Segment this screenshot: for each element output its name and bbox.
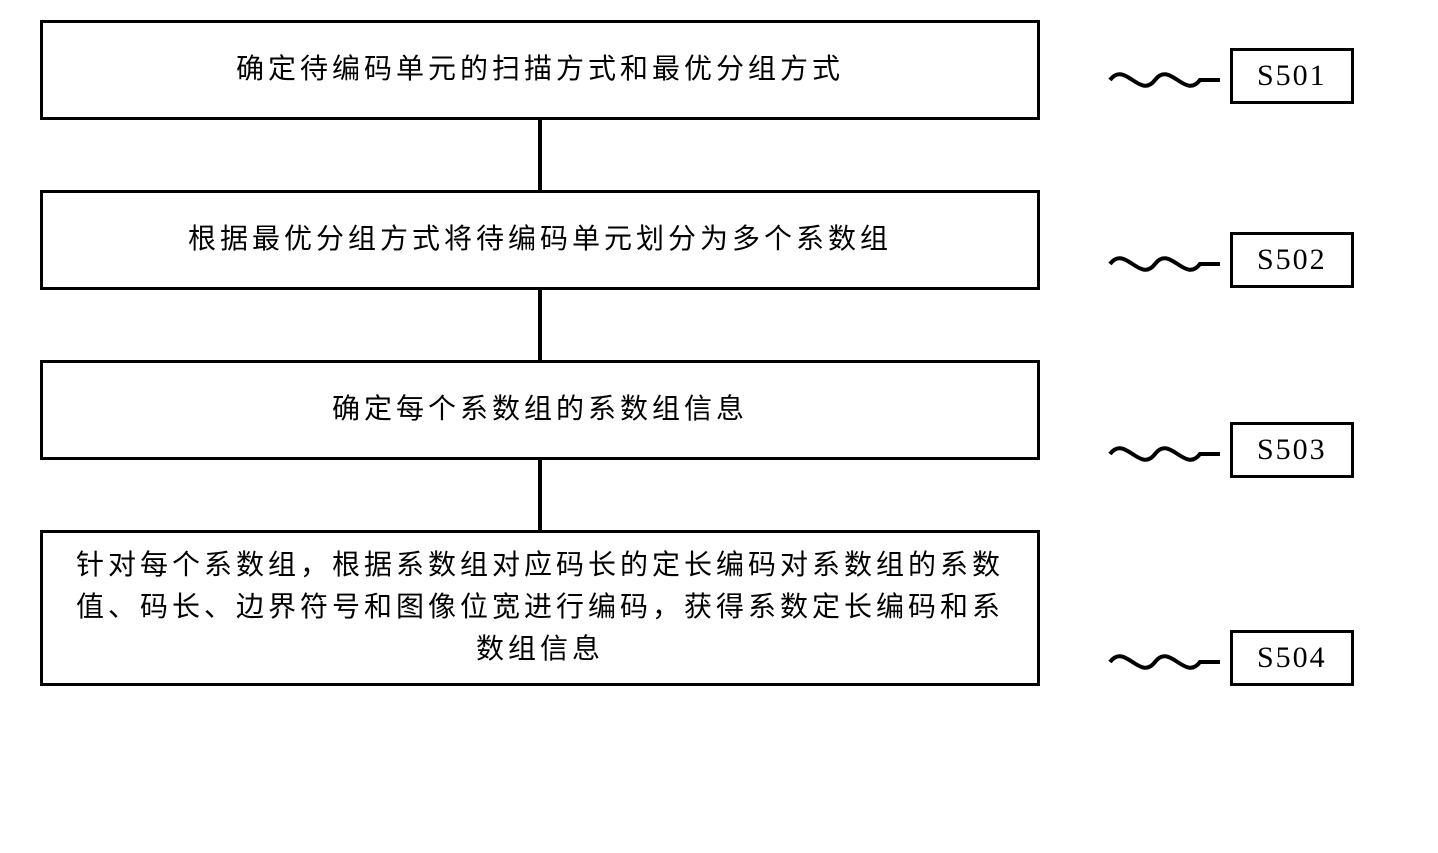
label-text: S504 bbox=[1257, 641, 1327, 674]
step-text: 根据最优分组方式将待编码单元划分为多个系数组 bbox=[188, 219, 892, 261]
step-box-s502: 根据最优分组方式将待编码单元划分为多个系数组 bbox=[40, 190, 1040, 290]
step-label-s501: S501 bbox=[1230, 48, 1354, 104]
step-box-s501: 确定待编码单元的扫描方式和最优分组方式 bbox=[40, 20, 1040, 120]
squiggle-connector-icon bbox=[1105, 239, 1225, 289]
connector-3 bbox=[538, 460, 542, 530]
step-text: 确定待编码单元的扫描方式和最优分组方式 bbox=[236, 49, 844, 91]
squiggle-connector-icon bbox=[1105, 429, 1225, 479]
step-label-s503: S503 bbox=[1230, 422, 1354, 478]
connector-wrap bbox=[40, 290, 1040, 360]
step-label-s502: S502 bbox=[1230, 232, 1354, 288]
connector-wrap bbox=[40, 460, 1040, 530]
step-box-s503: 确定每个系数组的系数组信息 bbox=[40, 360, 1040, 460]
step-label-s504: S504 bbox=[1230, 630, 1354, 686]
step-text: 针对每个系数组，根据系数组对应码长的定长编码对系数组的系数值、码长、边界符号和图… bbox=[63, 545, 1017, 671]
connector-1 bbox=[538, 120, 542, 190]
step-text: 确定每个系数组的系数组信息 bbox=[332, 389, 748, 431]
connector-wrap bbox=[40, 120, 1040, 190]
label-text: S502 bbox=[1257, 243, 1327, 276]
label-text: S501 bbox=[1257, 59, 1327, 92]
step-box-s504: 针对每个系数组，根据系数组对应码长的定长编码对系数组的系数值、码长、边界符号和图… bbox=[40, 530, 1040, 686]
squiggle-connector-icon bbox=[1105, 637, 1225, 687]
label-text: S503 bbox=[1257, 433, 1327, 466]
flowchart-container: 确定待编码单元的扫描方式和最优分组方式 根据最优分组方式将待编码单元划分为多个系… bbox=[40, 20, 1160, 686]
squiggle-connector-icon bbox=[1105, 55, 1225, 105]
connector-2 bbox=[538, 290, 542, 360]
